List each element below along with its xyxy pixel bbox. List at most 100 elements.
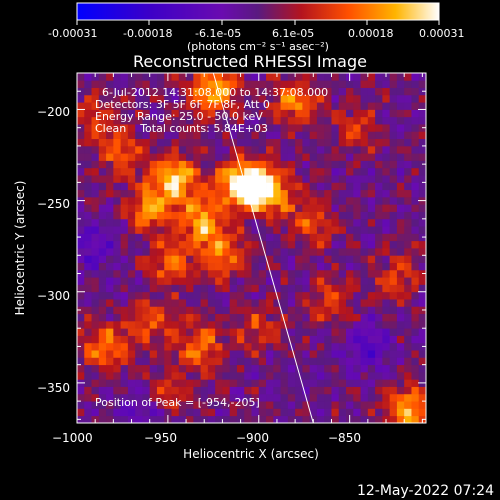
heatmap-cell <box>178 240 187 249</box>
heatmap-cell <box>244 291 252 300</box>
heatmap-cell <box>98 211 107 220</box>
heatmap-cell <box>266 350 274 358</box>
heatmap-cell <box>353 109 361 118</box>
heatmap-cell <box>375 233 383 242</box>
heatmap-cell <box>113 255 122 263</box>
heatmap-cell <box>280 116 289 125</box>
heatmap-cell <box>200 109 209 118</box>
heatmap-cell <box>353 379 361 387</box>
heatmap-cell <box>396 357 405 366</box>
heatmap-cell <box>98 320 107 329</box>
heatmap-cell <box>120 328 129 336</box>
heatmap-cell <box>171 357 180 366</box>
heatmap-cell <box>222 124 231 132</box>
heatmap-cell <box>353 189 361 198</box>
heatmap-cell <box>222 379 231 387</box>
heatmap-cell <box>302 124 311 132</box>
heatmap-cell <box>382 218 391 227</box>
heatmap-cell <box>404 124 412 132</box>
heatmap-cell <box>280 269 289 278</box>
heatmap-cell <box>135 153 143 161</box>
heatmap-cell <box>106 379 114 387</box>
heatmap-cell <box>331 73 340 81</box>
heatmap-cell <box>324 109 332 118</box>
heatmap-cell <box>273 240 281 249</box>
heatmap-cell <box>98 255 107 263</box>
heatmap-cell <box>251 277 260 285</box>
heatmap-cell <box>302 335 311 344</box>
heatmap-cell <box>396 313 405 322</box>
heatmap-cell <box>353 291 361 300</box>
heatmap-cell <box>324 153 332 161</box>
heatmap-cell <box>353 299 361 307</box>
heatmap-cell <box>98 248 107 256</box>
heatmap-cell <box>338 73 347 81</box>
heatmap-cell <box>200 357 209 366</box>
heatmap-cell <box>164 175 172 183</box>
heatmap-cell <box>236 131 245 140</box>
heatmap-cell <box>127 379 136 387</box>
heatmap-cell <box>258 226 267 234</box>
heatmap-cell <box>106 299 114 307</box>
heatmap-cell <box>222 204 231 212</box>
heatmap-cell <box>236 189 245 198</box>
heatmap-cell <box>236 408 245 417</box>
heatmap-cell <box>229 153 238 161</box>
heatmap-cell <box>295 328 303 336</box>
heatmap-cell <box>411 284 420 293</box>
heatmap-cell <box>244 109 252 118</box>
heatmap-cell <box>251 401 260 409</box>
heatmap-cell <box>149 102 158 110</box>
heatmap-cell <box>156 240 165 249</box>
heatmap-cell <box>367 182 376 191</box>
heatmap-cell <box>142 379 151 387</box>
heatmap-cell <box>375 379 383 387</box>
heatmap-cell <box>382 145 391 154</box>
heatmap-cell <box>396 379 405 387</box>
heatmap-cell <box>215 320 223 329</box>
heatmap-cell <box>346 109 354 118</box>
heatmap-cell <box>396 255 405 263</box>
heatmap-cell <box>367 415 376 423</box>
heatmap-cell <box>338 262 347 271</box>
colorbar-tick-5: 0.00031 <box>419 27 465 40</box>
heatmap-cell <box>120 357 129 366</box>
heatmap-cell <box>207 73 216 81</box>
heatmap-cell <box>207 371 216 380</box>
heatmap-cell <box>396 408 405 417</box>
heatmap-cell <box>91 109 100 118</box>
heatmap-cell <box>171 379 180 387</box>
heatmap-cell <box>222 73 231 81</box>
heatmap-cell <box>98 415 107 423</box>
heatmap-cell <box>280 284 289 293</box>
heatmap-cell <box>229 284 238 293</box>
heatmap-cell <box>309 320 318 329</box>
colorbar-tick-1: -0.00018 <box>123 27 172 40</box>
heatmap-cell <box>149 248 158 256</box>
heatmap-cell <box>77 80 85 88</box>
heatmap-cell <box>375 255 383 263</box>
heatmap-cell <box>258 218 267 227</box>
heatmap-cell <box>200 160 209 169</box>
heatmap-cell <box>229 182 238 191</box>
heatmap-cell <box>207 320 216 329</box>
heatmap-cell <box>266 269 274 278</box>
heatmap-cell <box>84 204 92 212</box>
heatmap-cell <box>273 248 281 256</box>
heatmap-cell <box>156 153 165 161</box>
heatmap-cell <box>222 189 231 198</box>
heatmap-cell <box>375 408 383 417</box>
heatmap-cell <box>149 350 158 358</box>
heatmap-cell <box>127 335 136 344</box>
heatmap-cell <box>346 335 354 344</box>
heatmap-cell <box>382 211 391 220</box>
heatmap-cell <box>178 160 187 169</box>
heatmap-cell <box>200 401 209 409</box>
heatmap-cell <box>331 167 340 176</box>
heatmap-cell <box>287 335 296 344</box>
heatmap-cell <box>120 116 129 125</box>
heatmap-cell <box>360 364 369 373</box>
heatmap-cell <box>113 138 122 147</box>
heatmap-cell <box>142 167 151 176</box>
heatmap-cell <box>222 218 231 227</box>
